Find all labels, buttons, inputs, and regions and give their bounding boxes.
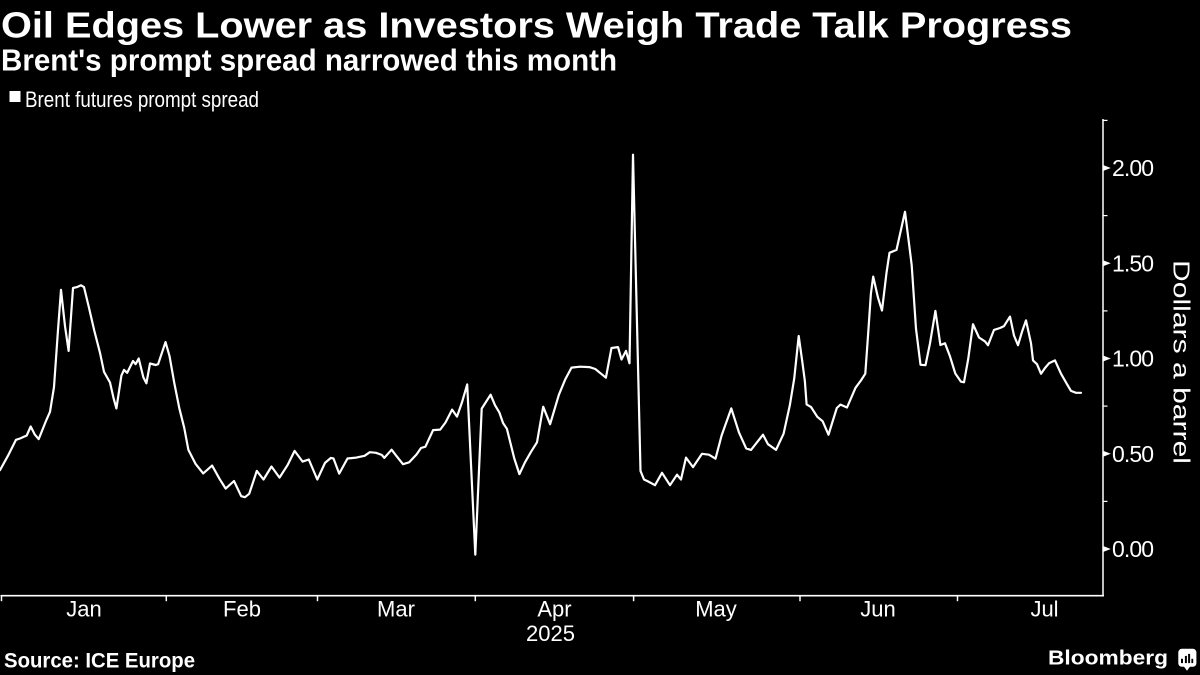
svg-text:Jul: Jul	[1030, 597, 1058, 622]
svg-text:Brent's prompt spread narrowed: Brent's prompt spread narrowed this mont…	[1, 43, 617, 78]
svg-text:0.50: 0.50	[1112, 441, 1154, 467]
svg-text:1.50: 1.50	[1112, 250, 1154, 276]
svg-text:1.00: 1.00	[1112, 346, 1154, 372]
svg-text:Oil Edges Lower as Investors W: Oil Edges Lower as Investors Weigh Trade…	[1, 5, 1072, 46]
svg-text:Dollars a barrel: Dollars a barrel	[1169, 260, 1195, 464]
svg-text:Feb: Feb	[223, 597, 261, 622]
svg-text:2025: 2025	[526, 621, 575, 646]
svg-text:Brent futures prompt spread: Brent futures prompt spread	[25, 87, 259, 112]
svg-text:Jun: Jun	[860, 597, 895, 622]
svg-text:Mar: Mar	[377, 597, 415, 622]
svg-text:0.00: 0.00	[1112, 536, 1154, 562]
svg-text:Apr: Apr	[537, 597, 571, 622]
svg-text:2.00: 2.00	[1112, 155, 1154, 181]
svg-text:Jan: Jan	[66, 597, 101, 622]
svg-text:Bloomberg: Bloomberg	[1048, 648, 1168, 670]
svg-text:May: May	[695, 597, 737, 622]
svg-text:Source: ICE Europe: Source: ICE Europe	[4, 650, 195, 673]
